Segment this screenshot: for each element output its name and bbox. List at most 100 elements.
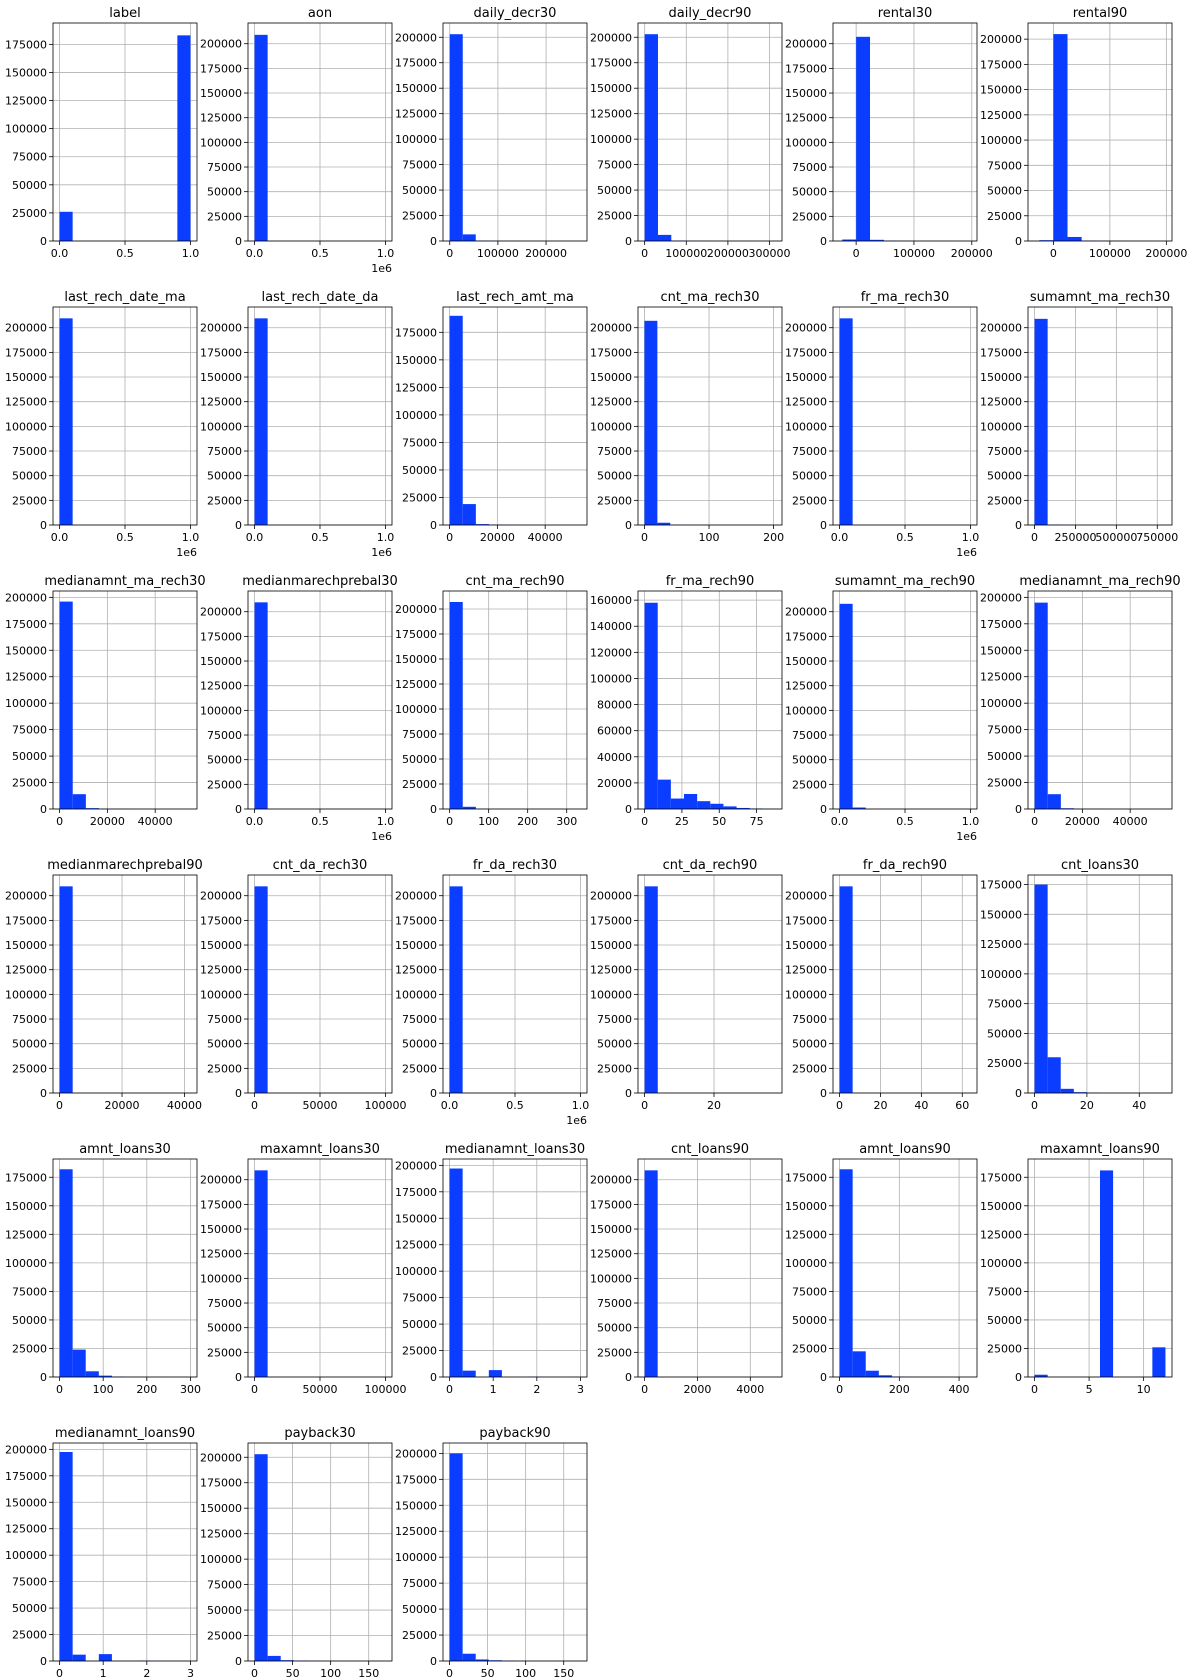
x-tick-label: 100	[320, 1667, 341, 1678]
y-tick-label: 75000	[792, 445, 827, 458]
panel-title: last_rech_amt_ma	[456, 290, 574, 305]
y-tick-label: 50000	[987, 185, 1022, 198]
y-tick-label: 100000	[785, 1257, 827, 1270]
panel-title: maxamnt_loans90	[1040, 1142, 1160, 1157]
y-tick-label: 25000	[207, 1062, 242, 1075]
y-tick-label: 100000	[5, 1257, 47, 1270]
histogram-bar	[475, 1659, 489, 1661]
plot-frame	[1027, 306, 1173, 526]
plot-frame	[832, 1158, 978, 1378]
y-tick-label: 25000	[987, 494, 1022, 507]
y-tick-label: 175000	[5, 1171, 47, 1184]
histogram-bar	[449, 886, 463, 1093]
y-tick-label: 175000	[590, 914, 632, 927]
y-tick-label: 125000	[200, 112, 242, 125]
y-tick-label: 150000	[395, 354, 437, 367]
x-tick-label: 40000	[1113, 815, 1148, 828]
x-tick-label: 100000	[364, 1383, 406, 1396]
histogram-bar	[254, 1170, 268, 1377]
y-tick-label: 175000	[980, 1171, 1022, 1184]
x-tick-label: 1.0	[377, 815, 395, 828]
y-tick-label: 175000	[5, 914, 47, 927]
x-tick-label: 0	[1031, 531, 1038, 544]
histogram-panel-cnt-da-rech30: 0 50000 100000 0 25000 50000 75000 100000 125000…	[200, 858, 406, 1112]
y-tick-label: 100000	[785, 420, 827, 433]
y-tick-label: 25000	[792, 1062, 827, 1075]
y-tick-label: 200000	[200, 322, 242, 335]
y-tick-label: 175000	[590, 1198, 632, 1211]
y-tick-label: 100000	[5, 420, 47, 433]
panel-title: last_rech_date_da	[262, 290, 379, 305]
x-tick-label: 100	[699, 531, 720, 544]
x-tick-label: 200	[889, 1383, 910, 1396]
histogram-bar	[865, 1370, 879, 1377]
x-tick-label: 300	[180, 1383, 201, 1396]
y-tick-label: 125000	[785, 112, 827, 125]
histogram-bar	[1047, 794, 1061, 809]
y-tick-label: 150000	[590, 1223, 632, 1236]
panel-title: payback30	[284, 1426, 355, 1441]
y-tick-label: 175000	[785, 62, 827, 75]
x-tick-label: 0	[446, 815, 453, 828]
x-tick-label: 200	[517, 815, 538, 828]
y-tick-label: 200000	[980, 33, 1022, 46]
plot-frame	[637, 590, 783, 810]
histogram-bar	[98, 1654, 112, 1661]
y-tick-label: 25000	[12, 207, 47, 220]
x-tick-label: 150	[553, 1667, 574, 1678]
histogram-panel-fr-da-rech30: 0.0 0.5 1.0 0 25000 50000 75000 100000 125000 150…	[395, 858, 589, 1127]
y-tick-label: 0	[430, 1087, 437, 1100]
y-tick-label: 200000	[785, 38, 827, 51]
y-tick-label: 150000	[395, 1212, 437, 1225]
y-tick-label: 0	[430, 519, 437, 532]
x-tick-label: 0	[836, 1099, 843, 1112]
x-offset-label: 1e6	[371, 546, 392, 559]
y-tick-label: 125000	[395, 964, 437, 977]
y-tick-label: 125000	[395, 381, 437, 394]
y-tick-label: 100000	[200, 1553, 242, 1566]
y-tick-label: 0	[40, 519, 47, 532]
histogram-panel-payback30: 0 50 100 150 0 25000 50000 75000 100000 125000 150…	[200, 1426, 393, 1678]
y-tick-label: 60000	[597, 725, 632, 738]
y-tick-label: 175000	[590, 57, 632, 70]
x-tick-label: 40000	[138, 815, 173, 828]
x-tick-label: 20000	[480, 531, 515, 544]
y-tick-label: 0	[1015, 519, 1022, 532]
y-tick-label: 25000	[987, 777, 1022, 790]
y-tick-label: 0	[40, 1655, 47, 1668]
x-tick-label: 300000	[749, 247, 791, 260]
y-tick-label: 75000	[402, 1013, 437, 1026]
x-tick-label: 75	[750, 815, 764, 828]
y-tick-label: 125000	[980, 671, 1022, 684]
y-tick-label: 125000	[200, 396, 242, 409]
x-tick-label: 20	[1080, 1099, 1094, 1112]
y-tick-label: 125000	[5, 964, 47, 977]
y-tick-label: 125000	[590, 396, 632, 409]
x-tick-label: 60	[955, 1099, 969, 1112]
histogram-panel-amnt-loans30: 0 100 200 300 0 25000 50000 75000 100000 125000 15…	[5, 1142, 201, 1396]
y-tick-label: 75000	[402, 728, 437, 741]
x-tick-label: 300	[556, 815, 577, 828]
x-tick-label: 1.0	[377, 247, 395, 260]
y-tick-label: 100000	[200, 988, 242, 1001]
y-tick-label: 100000	[200, 704, 242, 717]
histogram-bar	[254, 1454, 268, 1661]
y-tick-label: 100000	[395, 703, 437, 716]
histogram-bar	[449, 34, 463, 241]
y-tick-label: 175000	[395, 326, 437, 339]
panel-title: fr_ma_rech30	[861, 290, 950, 305]
y-tick-label: 175000	[5, 618, 47, 631]
plot-frame	[442, 306, 588, 526]
panel-title: maxamnt_loans30	[260, 1142, 380, 1157]
histogram-bar	[852, 807, 866, 809]
x-tick-label: 0.5	[116, 247, 134, 260]
y-tick-label: 50000	[597, 1322, 632, 1335]
histogram-bar	[852, 1351, 866, 1377]
x-tick-label: 0	[641, 1099, 648, 1112]
y-tick-label: 150000	[200, 371, 242, 384]
y-tick-label: 25000	[402, 1345, 437, 1358]
x-offset-label: 1e6	[176, 546, 197, 559]
y-tick-label: 50000	[207, 1604, 242, 1617]
y-tick-label: 25000	[207, 778, 242, 791]
x-tick-label: 50000	[303, 1099, 338, 1112]
